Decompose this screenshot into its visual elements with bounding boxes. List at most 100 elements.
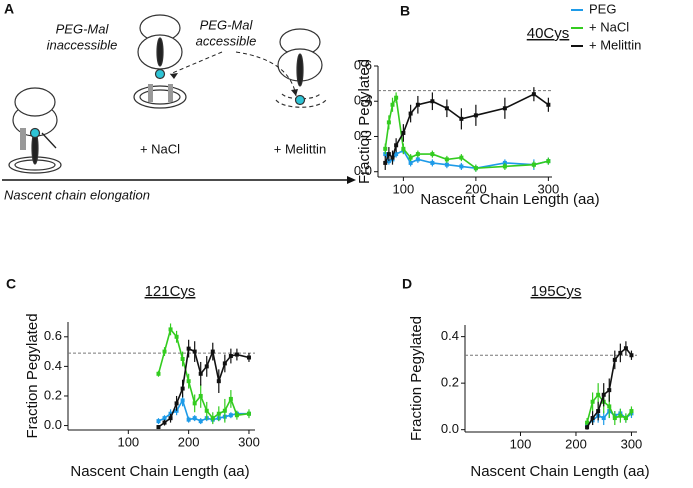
panel-label: A bbox=[4, 1, 14, 17]
data-point bbox=[168, 327, 173, 332]
data-point bbox=[430, 160, 435, 165]
data-point bbox=[228, 413, 233, 418]
data-point bbox=[180, 398, 185, 403]
legend-label: PEG bbox=[589, 1, 616, 16]
data-point bbox=[204, 364, 209, 369]
data-point bbox=[390, 155, 395, 160]
data-point bbox=[156, 425, 161, 430]
diagram-label: PEG-Mal bbox=[200, 17, 254, 32]
data-point bbox=[444, 106, 449, 111]
arrowhead bbox=[170, 73, 178, 79]
data-point bbox=[531, 162, 536, 167]
y-tick-label: 0.6 bbox=[44, 328, 62, 343]
diagram-label: inaccessible bbox=[47, 37, 118, 52]
chart-title: 40Cys bbox=[527, 25, 570, 42]
x-tick-label: 200 bbox=[178, 434, 200, 449]
arrowhead bbox=[347, 176, 356, 184]
y-tick-label: 0.6 bbox=[354, 57, 372, 72]
data-point bbox=[174, 334, 179, 339]
data-point bbox=[198, 371, 203, 376]
data-point bbox=[473, 166, 478, 171]
y-tick-label: 0.2 bbox=[354, 128, 372, 143]
data-point bbox=[502, 106, 507, 111]
data-point bbox=[192, 349, 197, 354]
data-point bbox=[401, 146, 406, 151]
data-point bbox=[162, 416, 167, 421]
data-point bbox=[590, 416, 595, 421]
data-point bbox=[444, 157, 449, 162]
data-point bbox=[618, 413, 623, 418]
data-point bbox=[590, 399, 595, 404]
data-point bbox=[192, 401, 197, 406]
diagram-label: accessible bbox=[196, 33, 257, 48]
data-point bbox=[383, 160, 388, 165]
diagram-label: PEG-Mal bbox=[56, 21, 110, 36]
arrow bbox=[235, 51, 297, 97]
data-point bbox=[612, 416, 617, 421]
data-point bbox=[228, 354, 233, 359]
data-point bbox=[162, 349, 167, 354]
data-point bbox=[394, 152, 399, 157]
x-tick-label: 100 bbox=[510, 436, 532, 451]
data-point bbox=[607, 404, 612, 409]
data-point bbox=[408, 111, 413, 116]
y-tick-label: 0.4 bbox=[44, 358, 62, 373]
chart-title: 195Cys bbox=[531, 283, 582, 300]
panel-label: C bbox=[6, 276, 16, 292]
data-point bbox=[156, 371, 161, 376]
x-tick-label: 100 bbox=[117, 434, 139, 449]
x-tick-label: 300 bbox=[621, 436, 643, 451]
series-line bbox=[384, 93, 549, 164]
data-point bbox=[394, 95, 399, 100]
data-point bbox=[234, 413, 239, 418]
y-axis-label: Fraction Pegylated bbox=[408, 316, 425, 441]
y-tick-label: 0.0 bbox=[44, 417, 62, 432]
series-line bbox=[157, 327, 250, 420]
diagram-label: + NaCl bbox=[140, 141, 180, 156]
data-point bbox=[585, 420, 590, 425]
y-tick-label: 0.4 bbox=[441, 328, 459, 343]
data-point bbox=[174, 401, 179, 406]
data-point bbox=[168, 416, 173, 421]
data-point bbox=[473, 113, 478, 118]
data-point bbox=[162, 420, 167, 425]
data-point bbox=[459, 155, 464, 160]
data-point bbox=[210, 416, 215, 421]
block-line bbox=[41, 132, 57, 149]
data-point bbox=[502, 164, 507, 169]
data-point bbox=[430, 99, 435, 104]
data-point bbox=[192, 416, 197, 421]
data-point bbox=[180, 356, 185, 361]
data-point bbox=[596, 392, 601, 397]
data-point bbox=[216, 411, 221, 416]
data-point bbox=[186, 417, 191, 422]
y-axis-label: Fraction Pegylated bbox=[356, 59, 373, 184]
data-point bbox=[601, 392, 606, 397]
data-point bbox=[415, 152, 420, 157]
x-tick-label: 100 bbox=[393, 181, 415, 196]
ribosome-icon bbox=[133, 14, 187, 109]
data-point bbox=[430, 152, 435, 157]
data-point bbox=[623, 416, 628, 421]
data-point bbox=[180, 386, 185, 391]
data-point bbox=[394, 143, 399, 148]
data-point bbox=[383, 146, 388, 151]
data-point bbox=[408, 155, 413, 160]
x-tick-label: 300 bbox=[238, 434, 260, 449]
chart-title: 121Cys bbox=[145, 283, 196, 300]
y-tick-label: 0.4 bbox=[354, 93, 372, 108]
data-point bbox=[386, 152, 391, 157]
x-axis-label: Nascent Chain Length (aa) bbox=[70, 463, 249, 480]
data-point bbox=[459, 116, 464, 121]
panel-label: B bbox=[400, 3, 410, 19]
ribosome-icon bbox=[8, 87, 62, 174]
data-point bbox=[629, 353, 634, 358]
data-point bbox=[618, 350, 623, 355]
data-point bbox=[607, 388, 612, 393]
data-point bbox=[531, 92, 536, 97]
data-point bbox=[222, 361, 227, 366]
x-tick-label: 300 bbox=[538, 181, 560, 196]
x-axis-label: Nascent Chain Length (aa) bbox=[420, 191, 599, 208]
data-point bbox=[401, 130, 406, 135]
y-axis-label: Fraction Pegylated bbox=[24, 313, 41, 438]
